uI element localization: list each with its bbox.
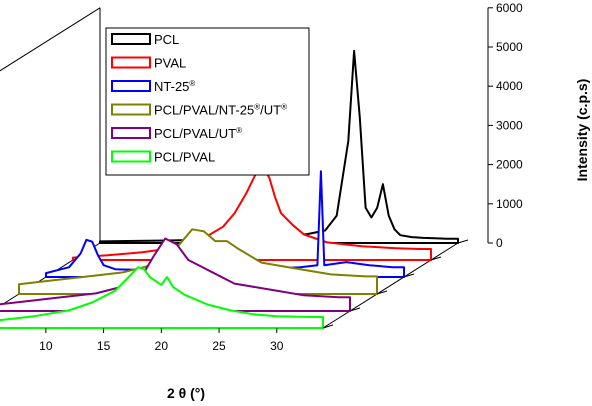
legend-swatch-1 [111, 56, 151, 69]
legend-label-5: PCL/PVAL [154, 150, 215, 165]
floor-right-edge [322, 242, 459, 329]
depth-tick-5 [322, 324, 334, 329]
y-tick-label-6: 6000 [496, 1, 523, 15]
legend-label-3: PCL/PVAL/NT-25®/UT® [154, 103, 287, 118]
y-tick-label-3: 3000 [496, 118, 523, 132]
axis-layer: 510152025300100020003000400050006000 [39, 1, 523, 353]
legend-label-4: PCL/PVAL/UT® [154, 126, 242, 141]
y-tick-label-4: 4000 [496, 79, 523, 93]
series-line-4 [0, 237, 351, 312]
x-axis-title: 2 θ (°) [167, 385, 205, 401]
legend-label-0: PCL [154, 32, 179, 47]
depth-tick-2 [403, 273, 415, 278]
legend: PCL PVAL NT-25® PCL/PVAL/NT-25®/UT® PCL/PVAL… [105, 27, 310, 176]
series-line-3 [18, 228, 378, 295]
series-4 [0, 237, 351, 312]
legend-swatch-2 [111, 80, 151, 92]
depth-tick-1 [430, 256, 442, 261]
x-tick-label-4: 25 [212, 339, 226, 353]
legend-swatch-0 [111, 33, 151, 45]
x-tick-label-3: 20 [155, 339, 169, 353]
legend-swatch-3 [111, 103, 151, 116]
depth-tick-3 [376, 290, 388, 295]
x-tick-label-5: 30 [270, 339, 284, 353]
legend-swatch-5 [111, 150, 151, 163]
series-5 [0, 266, 324, 329]
left-top-diagonal [0, 7, 101, 72]
depth-tick-4 [349, 307, 361, 312]
legend-swatch-4 [111, 127, 151, 139]
y-tick-label-0: 0 [496, 236, 503, 250]
series-3 [18, 228, 378, 295]
y-tick-label-2: 2000 [496, 158, 523, 172]
y-axis-title: Intensity (c.p.s) [574, 79, 590, 182]
legend-label-2: NT-25® [154, 79, 195, 94]
legend-label-1: PVAL [154, 56, 186, 71]
depth-tick-0 [457, 239, 469, 244]
series-layer [0, 49, 459, 329]
series-line-5 [0, 266, 324, 329]
x-tick-label-2: 15 [97, 339, 111, 353]
y-tick-label-5: 5000 [496, 40, 523, 54]
x-tick-label-1: 10 [39, 339, 53, 353]
y-tick-label-1: 1000 [496, 197, 523, 211]
